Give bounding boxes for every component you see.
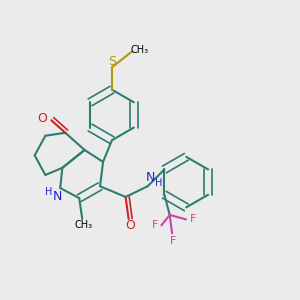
Text: H: H xyxy=(155,178,163,188)
Text: F: F xyxy=(170,236,176,246)
Text: O: O xyxy=(38,112,47,125)
Text: F: F xyxy=(152,220,158,230)
Text: H: H xyxy=(45,187,52,196)
Text: O: O xyxy=(125,219,135,232)
Text: N: N xyxy=(53,190,62,203)
Text: S: S xyxy=(109,55,116,68)
Text: F: F xyxy=(189,214,196,224)
Text: CH₃: CH₃ xyxy=(131,45,149,55)
Text: CH₃: CH₃ xyxy=(74,220,92,230)
Text: N: N xyxy=(145,171,155,184)
